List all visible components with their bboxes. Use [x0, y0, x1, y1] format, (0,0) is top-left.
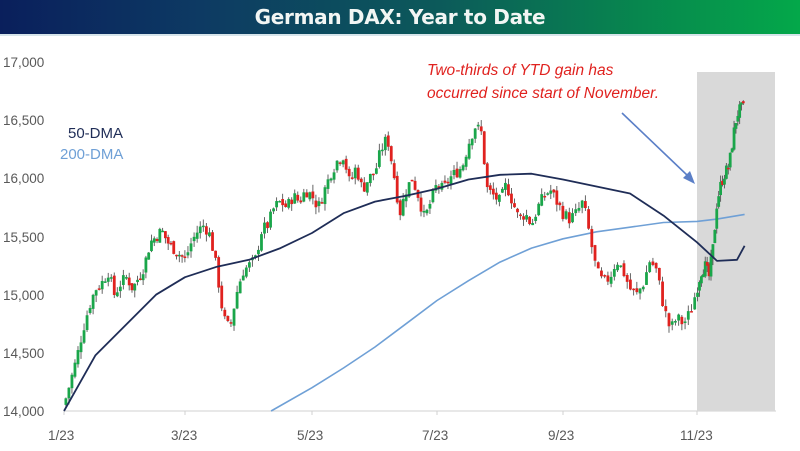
y-tick-label: 15,500 [3, 230, 44, 245]
legend-200-dma: 200-DMA [60, 146, 123, 163]
title-divider [0, 34, 800, 36]
annotation-line-2: occurred since start of November. [427, 85, 659, 102]
200-dma-line [270, 213, 745, 412]
y-tick-label: 16,000 [3, 171, 44, 186]
x-tick-label: 1/23 [48, 428, 74, 443]
y-tick-label: 14,500 [3, 346, 44, 361]
legend-50-dma: 50-DMA [68, 125, 123, 142]
y-tick-label: 15,000 [3, 288, 44, 303]
arrowhead-icon [683, 171, 695, 184]
y-tick-label: 16,500 [3, 113, 44, 128]
november-shaded-region [697, 72, 775, 411]
x-tick-label: 7/23 [422, 428, 448, 443]
chart-title: German DAX: Year to Date [0, 0, 800, 34]
price-candles [64, 100, 745, 407]
x-tick-label: 11/23 [680, 428, 713, 443]
50-dma-line [63, 172, 746, 412]
annotation-line-1: Two-thirds of YTD gain has [427, 62, 614, 79]
y-tick-label: 14,000 [3, 404, 44, 419]
annotation: Two-thirds of YTD gain has occurred sinc… [427, 62, 695, 184]
y-axis: 17,000 16,500 16,000 15,500 15,000 14,50… [3, 55, 44, 419]
legend: 50-DMA 200-DMA [60, 125, 123, 163]
x-axis: 1/23 3/23 5/23 7/23 9/23 11/23 [48, 411, 713, 443]
x-tick-label: 5/23 [297, 428, 323, 443]
x-tick-label: 3/23 [171, 428, 197, 443]
y-tick-label: 17,000 [3, 55, 44, 70]
annotation-arrow-icon [621, 112, 689, 177]
x-tick-label: 9/23 [548, 428, 574, 443]
